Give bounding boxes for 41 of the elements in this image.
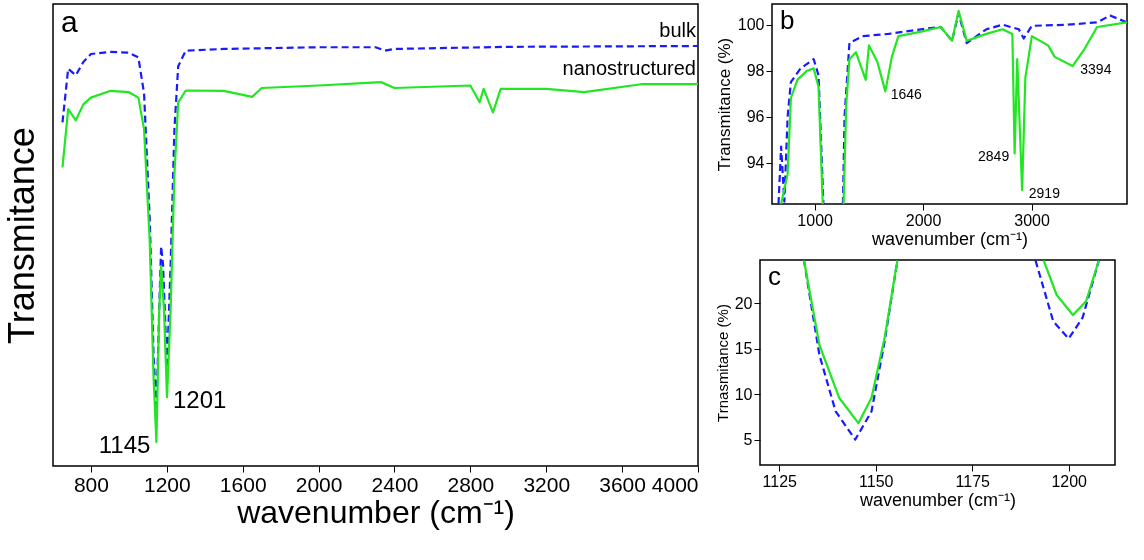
y-axis-title: Transmitance (%)	[714, 37, 734, 172]
annotation: 1145	[98, 431, 151, 459]
y-tick-label: 98	[746, 62, 765, 80]
annotation: 2849	[978, 148, 1010, 165]
x-tick-label: 2000	[905, 211, 942, 229]
x-tick-label: 1000	[797, 211, 834, 229]
x-tick-label: 3600	[599, 472, 646, 496]
y-tick-label: 5	[743, 431, 753, 449]
x-tick-label: 800	[73, 472, 109, 496]
x-tick-label: 1600	[219, 472, 267, 496]
series-label: bulk	[659, 19, 697, 41]
y-tick-label: 20	[734, 294, 753, 312]
x-tick-label: 2000	[295, 472, 343, 496]
x-tick-label: 1150	[859, 472, 894, 490]
x-tick-label: 3000	[1014, 211, 1050, 229]
x-tick-label: 4000	[651, 472, 699, 496]
x-tick-label: 1200	[1051, 472, 1088, 490]
y-tick-label: 94	[746, 154, 765, 172]
y-axis-title: Transmitance	[0, 127, 42, 344]
annotation: 1646	[890, 86, 923, 103]
x-tick-label: 2800	[447, 472, 495, 496]
annotation: 3394	[1080, 61, 1112, 78]
x-tick-label: 1175	[955, 472, 991, 490]
x-axis-title: wavenumber (cm⁻¹)	[236, 493, 515, 530]
y-tick-label: 96	[746, 108, 765, 126]
text: a	[61, 5, 78, 38]
annotation: 1201	[173, 386, 227, 414]
annotation: 2919	[1028, 185, 1061, 202]
y-tick-label: 15	[734, 340, 753, 358]
x-tick-label: 2400	[371, 472, 419, 496]
annotation: b	[780, 5, 795, 35]
y-tick-label: 100	[737, 16, 765, 34]
y-axis-title: Trnasmitance (%)	[713, 304, 731, 422]
annotation: c	[768, 261, 781, 291]
x-tick-label: 3200	[523, 472, 571, 496]
x-tick-label: 1200	[143, 472, 191, 496]
x-axis-title: wavenumber (cm⁻¹)	[858, 489, 1017, 510]
x-axis-title: wavenumber (cm⁻¹)	[870, 228, 1029, 249]
series-label: nanostructured	[562, 57, 696, 80]
y-tick-label: 10	[734, 385, 753, 403]
x-tick-label: 1125	[762, 472, 798, 490]
